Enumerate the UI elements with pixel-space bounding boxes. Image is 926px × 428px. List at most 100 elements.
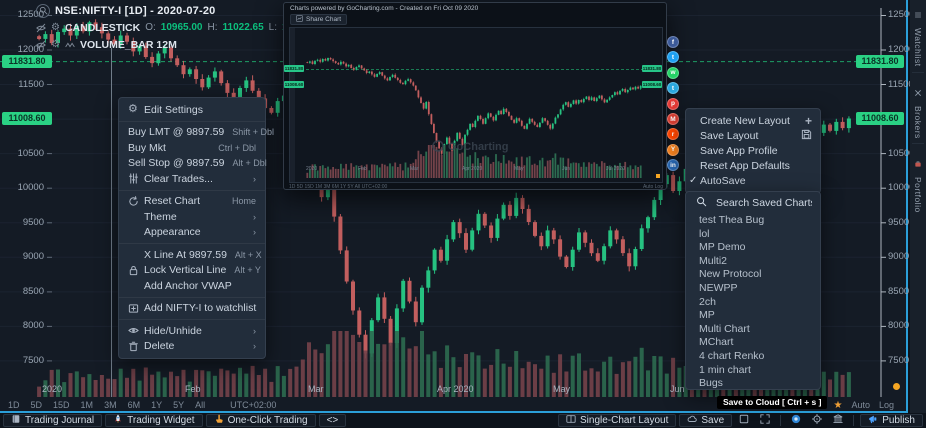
journal-icon	[11, 414, 21, 427]
bank-button[interactable]	[829, 414, 847, 427]
menu-item-label: Edit Settings	[144, 103, 203, 116]
menu-item-reset-chart[interactable]: Reset Chart Home	[119, 194, 265, 210]
menu-item-label: Hide/Unhide	[144, 324, 202, 337]
range-button-6m[interactable]: 6M	[127, 400, 141, 410]
menu-item-delete[interactable]: Delete ›	[119, 339, 265, 355]
price-badge: 11831.80	[2, 55, 52, 69]
share-hackernews-button[interactable]: Y	[667, 143, 679, 156]
menu-item-buy-mkt[interactable]: Buy Mkt Ctrl + Dbl	[119, 140, 265, 156]
price-tick-label: 10000	[888, 182, 915, 194]
svg-text:Mar: Mar	[410, 166, 419, 172]
saved-chart-bugs[interactable]: Bugs	[699, 377, 723, 390]
saved-charts-search[interactable]	[686, 192, 820, 214]
menu-item-label: Create New Layout	[700, 115, 790, 128]
expand-button[interactable]	[756, 414, 774, 427]
one-click-trading-button[interactable]: One-Click Trading	[205, 414, 316, 427]
share-twitter-button[interactable]: t	[667, 51, 679, 64]
range-button-1d[interactable]: 1D	[8, 400, 20, 410]
eye-slash-icon[interactable]	[36, 40, 46, 50]
eye-slash-icon[interactable]	[36, 23, 46, 33]
menu-item-x-line-at-9897-59[interactable]: X Line At 9897.59 Alt + X	[119, 247, 265, 263]
share-whatsapp-button[interactable]: w	[667, 66, 679, 79]
menu-item-theme[interactable]: Theme ›	[119, 209, 265, 225]
menu-item-add-anchor-vwap[interactable]: Add Anchor VWAP	[119, 278, 265, 294]
saved-chart-test-thea-bug[interactable]: test Thea Bug	[699, 214, 765, 226]
range-button-1y[interactable]: 1Y	[151, 400, 163, 410]
magnifier-icon[interactable]	[36, 3, 50, 18]
blue-circle-button[interactable]	[787, 414, 805, 427]
menu-item-save-app-profile[interactable]: Save App Profile	[686, 144, 820, 159]
menu-shortcut: Alt + Y	[234, 265, 261, 276]
portfolio-icon	[914, 155, 922, 173]
saved-chart-lol[interactable]: lol	[699, 227, 710, 240]
watchlist-add-icon	[128, 303, 144, 314]
menu-divider	[119, 243, 265, 244]
crosshair-button[interactable]	[808, 413, 826, 427]
gear-icon[interactable]: ⚙	[51, 38, 60, 50]
menu-divider	[119, 120, 265, 122]
saved-chart-2ch[interactable]: 2ch	[699, 295, 716, 308]
time-tick-label: 2020	[42, 384, 63, 394]
menu-item-reset-app-defaults[interactable]: Reset App Defaults	[686, 158, 820, 173]
-button[interactable]: <>	[318, 414, 347, 427]
side-tab-portfolio[interactable]: Portfolio	[910, 149, 926, 213]
share-chart-tab[interactable]: Share Chart	[290, 14, 348, 25]
menu-item-hide-unhide[interactable]: Hide/Unhide ›	[119, 323, 265, 339]
lock-icon	[128, 265, 144, 276]
price-tick-label: 8000	[888, 320, 910, 332]
trading-journal-button[interactable]: Trading Journal	[3, 414, 103, 427]
gear-icon[interactable]: ⚙	[51, 21, 60, 33]
saved-chart-1-min-chart[interactable]: 1 min chart	[699, 363, 751, 376]
share-telegram-button[interactable]: t	[667, 82, 679, 95]
share-reddit-button[interactable]: r	[667, 128, 679, 141]
saved-chart-multi-chart[interactable]: Multi Chart	[699, 322, 750, 335]
menu-item-buy-lmt-9897-59[interactable]: Buy LMT @ 9897.59 Shift + Dbl	[119, 125, 274, 141]
menu-item-sell-stop-9897-59[interactable]: Sell Stop @ 9897.59 Alt + Dbl	[119, 156, 267, 172]
range-button-1m[interactable]: 1M	[80, 400, 94, 410]
saved-chart-mp[interactable]: MP	[699, 309, 715, 322]
saved-chart-4-chart-renko[interactable]: 4 chart Renko	[699, 349, 765, 362]
menu-item-lock-vertical-line[interactable]: Lock Vertical Line Alt + Y	[119, 263, 265, 279]
save-button[interactable]: Save	[679, 414, 733, 427]
share-gmail-button[interactable]: M	[667, 113, 679, 125]
range-button-15d[interactable]: 15D	[53, 400, 70, 410]
saved-chart-new-protocol[interactable]: New Protocol	[699, 268, 762, 281]
menu-item-appearance[interactable]: Appearance ›	[119, 225, 265, 241]
chevron-right-icon: ›	[253, 227, 256, 238]
share-preview-window[interactable]: Charts powered by GoCharting.com - Creat…	[283, 2, 667, 190]
square-button[interactable]	[735, 414, 753, 427]
notification-dot	[893, 383, 900, 390]
share-chart-tab-label: Share Chart	[306, 16, 342, 23]
menu-item-save-layout[interactable]: Save Layout	[686, 129, 820, 144]
menu-item-edit-settings[interactable]: ⚙ Edit Settings	[119, 102, 265, 118]
single-chart-layout-button[interactable]: Single-Chart Layout	[558, 414, 677, 427]
crosshair-icon	[812, 413, 823, 427]
saved-chart-mp-demo[interactable]: MP Demo	[699, 241, 746, 254]
share-linkedin-button[interactable]: in	[667, 159, 679, 172]
side-tab-watchlist[interactable]: Watchlist	[910, 0, 926, 67]
menu-item-create-new-layout[interactable]: Create New Layout +	[686, 114, 820, 129]
saved-charts-search-input[interactable]	[714, 196, 814, 210]
range-button-all[interactable]: All	[195, 400, 206, 410]
menu-item-autosave[interactable]: ✓ AutoSave	[686, 173, 820, 188]
publish-button[interactable]: Publish	[860, 414, 923, 427]
timezone-label[interactable]: UTC+02:00	[230, 400, 277, 410]
menu-item-add-nifty-i-to-watchlist[interactable]: Add NIFTY-I to watchlist	[119, 301, 265, 317]
trading-widget-button[interactable]: Trading Widget	[105, 414, 203, 427]
range-button-3m[interactable]: 3M	[104, 400, 117, 410]
menu-item-clear-trades[interactable]: Clear Trades... ›	[119, 171, 265, 187]
share-pinterest-button[interactable]: p	[667, 97, 679, 110]
svg-text:Jun: Jun	[562, 166, 570, 172]
auto-scale-button[interactable]: Auto	[851, 400, 870, 410]
saved-chart-mchart[interactable]: MChart	[699, 336, 734, 349]
share-facebook-button[interactable]: f	[667, 36, 679, 48]
range-button-5d[interactable]: 5D	[30, 400, 43, 410]
saved-chart-multi2[interactable]: Multi2	[699, 254, 728, 267]
side-tab-brokers[interactable]: Brokers	[910, 78, 926, 138]
saved-chart-newpp[interactable]: NEWPP	[699, 281, 738, 294]
log-scale-button[interactable]: Log	[878, 400, 894, 410]
range-button-5y[interactable]: 5Y	[173, 400, 185, 410]
favorite-star-icon[interactable]: ★	[833, 399, 843, 411]
price-badge: 11008.60	[856, 112, 904, 125]
